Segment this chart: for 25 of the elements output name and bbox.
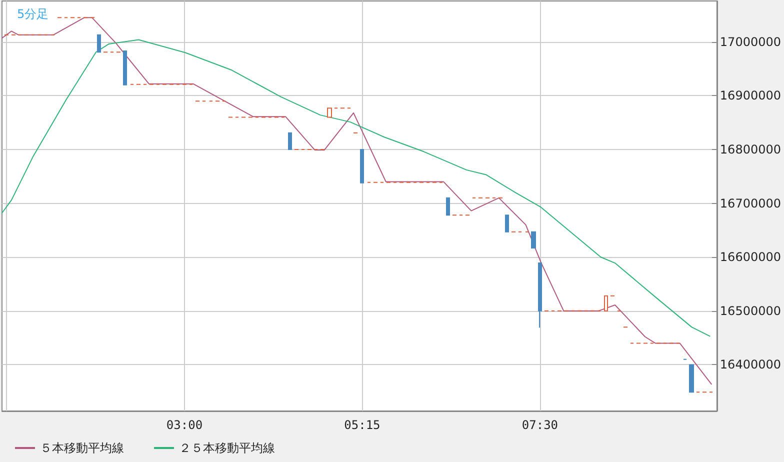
candlestick [604,295,608,312]
legend-label: ５本移動平均線 [40,441,124,455]
y-tick-label: 17000000 [720,34,781,49]
candlestick [123,50,127,86]
candlestick [689,364,694,393]
x-tick-label: 03:00 [166,418,203,432]
candlestick [531,231,536,248]
y-tick-label: 16700000 [720,196,781,210]
y-tick-label: 16500000 [720,304,781,318]
legend-label: ２５本移動平均線 [179,441,275,455]
candlestick [97,34,101,53]
candlestick [446,197,450,216]
x-tick-label: 05:15 [344,418,380,432]
candlestick [327,108,332,118]
candlestick [538,262,542,328]
y-tick-label: 16900000 [720,88,781,103]
line-series [2,39,710,337]
y-tick-label: 16400000 [720,358,781,372]
candlestick [360,149,364,184]
y-tick-label: 16600000 [720,250,781,264]
candlestick [505,214,509,232]
y-tick-label: 16800000 [720,142,781,157]
candlestick [288,132,292,150]
text: 5分足 [17,7,49,21]
x-tick-label: 07:30 [522,418,558,432]
